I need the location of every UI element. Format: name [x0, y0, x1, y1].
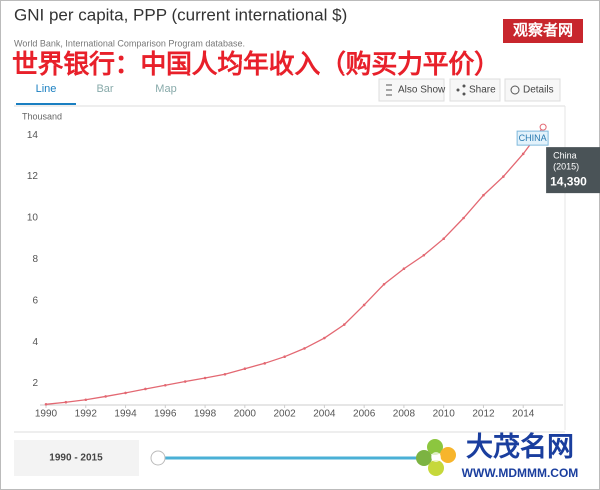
y-tick-label: 6: [32, 295, 38, 306]
point: [124, 391, 127, 395]
point: [84, 398, 88, 402]
button-label: Also Show: [398, 85, 446, 96]
tab[interactable]: Map: [155, 83, 176, 95]
x-tick-label: 1998: [194, 409, 217, 420]
point: [382, 282, 386, 286]
x-tick-label: 2008: [393, 409, 416, 420]
title: GNI per capita, PPP (current internation…: [14, 5, 347, 24]
x-tick-label: 2006: [353, 409, 376, 420]
slider-handle[interactable]: [150, 450, 166, 466]
point: [164, 383, 167, 387]
badge: 观察者网: [513, 21, 573, 39]
tooltip-name: China: [553, 151, 577, 161]
watermark-name: 大茂名网: [466, 431, 574, 462]
point: [342, 323, 346, 326]
point: [263, 362, 267, 365]
button[interactable]: Share: [449, 78, 501, 102]
button[interactable]: Details: [504, 78, 561, 102]
tab[interactable]: Bar: [96, 83, 113, 95]
point: [303, 347, 306, 350]
line: [45, 126, 544, 405]
x-tick-label: 2012: [472, 409, 495, 420]
point: [462, 216, 465, 220]
y-tick-label: 4: [32, 337, 38, 348]
tab-underline: [16, 103, 76, 105]
point: [64, 400, 68, 404]
point: [104, 395, 107, 398]
x-tick-label: 1990: [35, 409, 58, 420]
button[interactable]: Also Show: [378, 78, 446, 102]
source: World Bank, International Comparison Pro…: [14, 38, 245, 48]
range-box: [14, 440, 139, 476]
x-tick-label: 2002: [273, 409, 296, 420]
button-label: Share: [469, 85, 496, 96]
y-tick-label: 8: [32, 254, 38, 265]
point: [422, 253, 426, 257]
tooltip-value: 14,390: [550, 174, 587, 188]
series-label: CHINA: [519, 133, 547, 143]
highlight-point: [539, 123, 547, 131]
point: [442, 237, 445, 240]
x-tick-label: 2004: [313, 409, 336, 420]
point: [482, 193, 485, 197]
badge-bg: [503, 19, 583, 43]
x-tick-label: 2010: [433, 409, 456, 420]
watermark-logo: [416, 439, 456, 476]
point: [223, 372, 227, 376]
series-label-box: [516, 130, 549, 146]
tooltip: [546, 147, 600, 194]
overlay-caption: 世界银行：中国人均年收入（购买力平价）: [12, 49, 500, 79]
point: [283, 355, 286, 358]
x-tick-label: 1992: [75, 409, 98, 420]
tooltip-period: (2015): [553, 162, 579, 172]
point: [44, 403, 48, 406]
button-label: Details: [523, 85, 554, 96]
x-tick-label: 1994: [114, 409, 137, 420]
point: [203, 376, 207, 380]
point: [183, 380, 187, 383]
y-tick-label: 14: [27, 130, 39, 141]
point: [323, 336, 326, 340]
tab[interactable]: Line: [36, 83, 57, 95]
y-tick-label: 2: [32, 378, 38, 389]
point: [402, 267, 406, 271]
y-axis-label: Thousand: [22, 111, 62, 121]
point: [243, 367, 247, 370]
point: [502, 175, 505, 178]
point: [144, 387, 147, 391]
watermark-url: WWW.MDMMM.COM: [462, 466, 579, 480]
x-tick-label: 1996: [154, 409, 177, 420]
x-tick-label: 2000: [234, 409, 257, 420]
point: [362, 303, 366, 307]
y-tick-label: 10: [27, 213, 39, 224]
y-tick-label: 12: [27, 171, 39, 182]
range: 1990 - 2015: [49, 453, 103, 464]
x-tick-label: 2014: [512, 409, 535, 420]
point: [521, 152, 525, 156]
